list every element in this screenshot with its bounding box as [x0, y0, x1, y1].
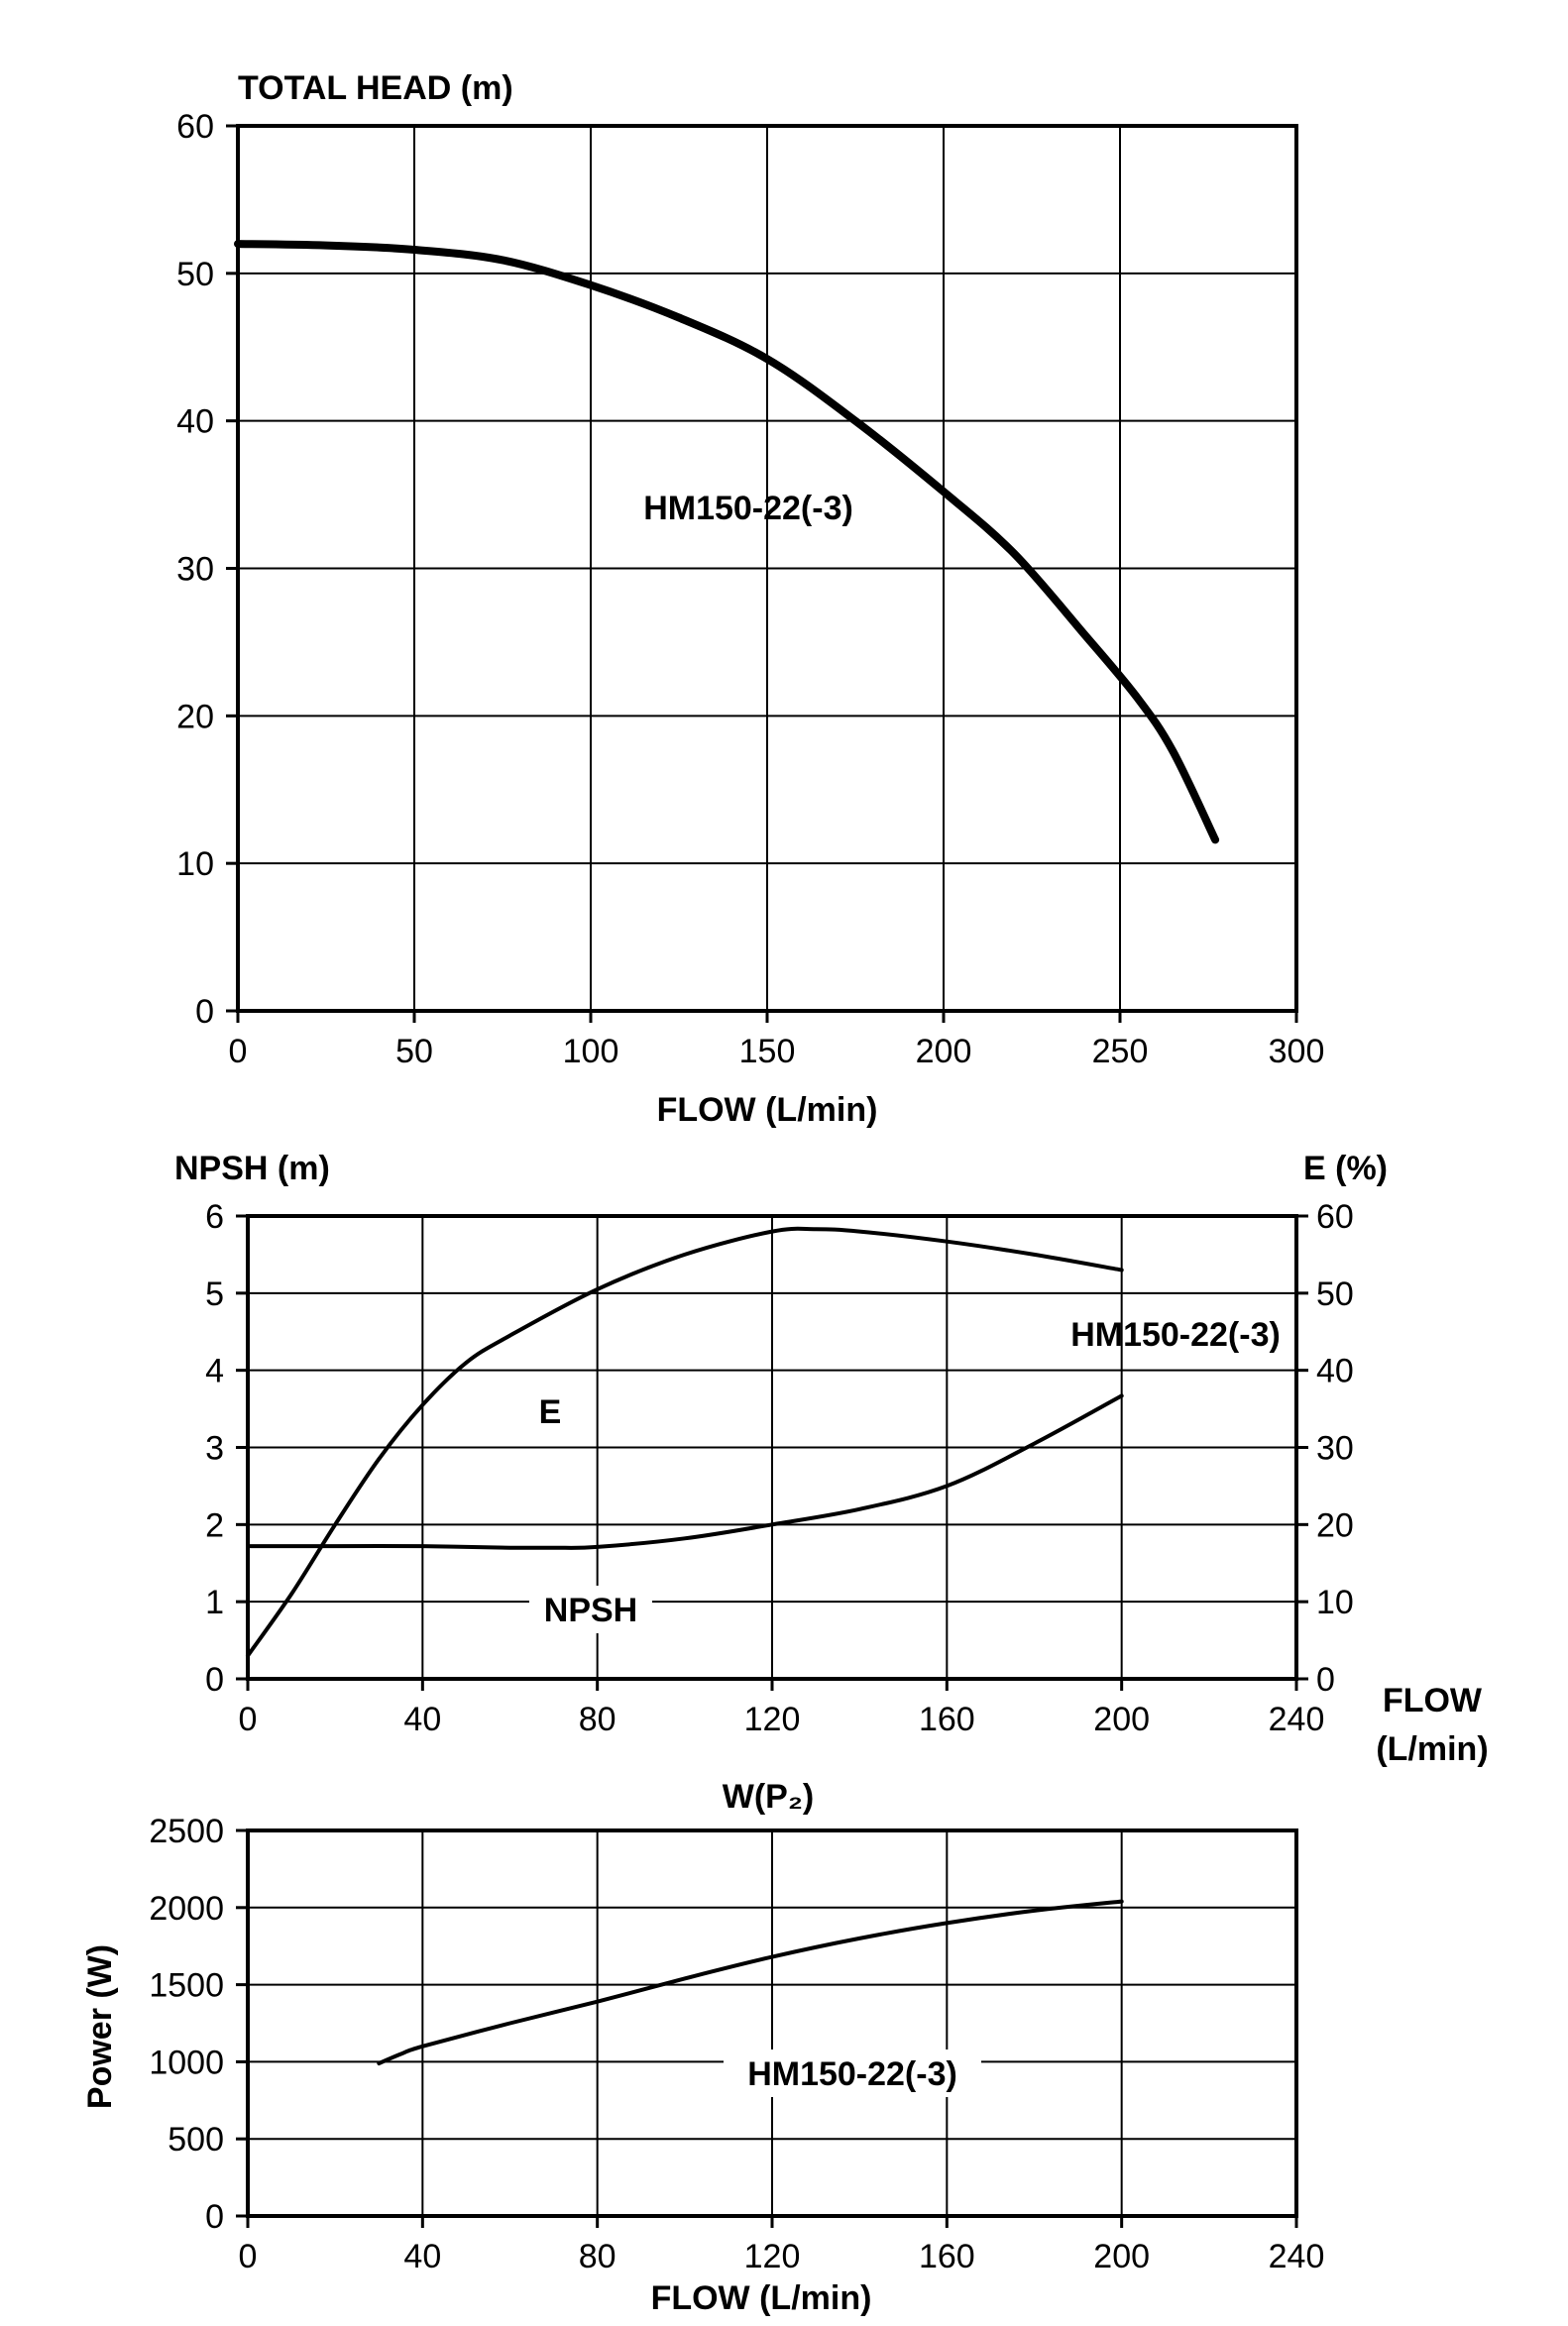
y2-tick-label: 30 [1316, 1430, 1354, 1468]
y-tick-label: 1000 [149, 2044, 224, 2081]
y2-tick-label: 0 [1316, 1661, 1335, 1699]
power-chart: 0 40 80 120 160 200 240 0 500 1000 1500 2000 2500 W(… [81, 1778, 1324, 2317]
head-gridlines [238, 126, 1296, 1011]
npsh-curve-label: NPSH [544, 1592, 637, 1629]
y-tick-label: 0 [205, 1661, 224, 1699]
head-chart: 0 50 100 150 200 250 300 0 10 20 30 40 50 60 TOTAL HE… [176, 69, 1324, 1129]
y-tick-label: 40 [176, 403, 214, 441]
power-y-axis-label: Power (W) [81, 1944, 119, 2109]
y-tick-label: 50 [176, 256, 214, 293]
power-label-mask [724, 2049, 981, 2097]
npsh-label-mask [529, 1586, 652, 1633]
head-x-axis-label: FLOW (L/min) [657, 1091, 878, 1129]
x-tick-label: 200 [916, 1033, 972, 1070]
npsh-curve [246, 1393, 1124, 1550]
x-tick-label: 0 [239, 2238, 258, 2275]
efficiency-curve-label: E [539, 1393, 562, 1431]
x-tick-label: 200 [1093, 1701, 1150, 1738]
x-tick-label: 120 [744, 1701, 801, 1738]
y2-tick-label: 20 [1316, 1506, 1354, 1544]
x-tick-label: 240 [1269, 1701, 1325, 1738]
x-tick-label: 0 [229, 1033, 248, 1070]
power-x-axis-label: FLOW (L/min) [651, 2279, 872, 2317]
y-tick-label: 3 [205, 1430, 224, 1468]
x-tick-label: 100 [563, 1033, 619, 1070]
y-tick-label: 0 [195, 993, 214, 1031]
npsh-x-axis-label: FLOW [1383, 1682, 1483, 1719]
power-chart-title: W(P₂) [723, 1778, 815, 1816]
x-tick-label: 300 [1269, 1033, 1325, 1070]
y2-tick-label: 40 [1316, 1353, 1354, 1390]
x-tick-label: 50 [395, 1033, 433, 1070]
y-tick-label: 6 [205, 1198, 224, 1236]
y-tick-label: 10 [176, 845, 214, 883]
y2-tick-label: 60 [1316, 1198, 1354, 1236]
x-tick-label: 80 [579, 2238, 616, 2275]
efficiency-y-axis-label: E (%) [1303, 1150, 1388, 1187]
y-tick-label: 20 [176, 698, 214, 735]
y-tick-label: 60 [176, 108, 214, 146]
x-tick-label: 160 [919, 1701, 975, 1738]
x-tick-label: 120 [744, 2238, 801, 2275]
power-curve-label: HM150-22(-3) [747, 2055, 957, 2093]
power-curve [377, 1899, 1124, 2065]
y-tick-label: 1500 [149, 1967, 224, 2005]
y-tick-label: 30 [176, 551, 214, 589]
y-tick-label: 0 [205, 2198, 224, 2236]
y2-tick-label: 50 [1316, 1275, 1354, 1313]
x-tick-label: 40 [403, 1701, 441, 1738]
x-tick-label: 150 [739, 1033, 796, 1070]
x-tick-label: 240 [1269, 2238, 1325, 2275]
y2-tick-label: 10 [1316, 1584, 1354, 1621]
head-curve [234, 240, 1220, 844]
x-tick-label: 40 [403, 2238, 441, 2275]
e-label-mask [530, 1385, 570, 1433]
y-tick-label: 5 [205, 1275, 224, 1313]
y-tick-label: 1 [205, 1584, 224, 1621]
y-tick-label: 500 [168, 2121, 224, 2159]
head-ticks: 0 50 100 150 200 250 300 0 10 20 30 40 50 60 [176, 108, 1324, 1070]
npsh-gridlines [248, 1216, 1296, 1679]
x-tick-label: 160 [919, 2238, 975, 2275]
npsh-y-axis-label: NPSH (m) [174, 1150, 330, 1187]
head-curve-label: HM150-22(-3) [643, 490, 853, 527]
npsh-x-axis-unit: (L/min) [1376, 1730, 1488, 1768]
efficiency-curve [246, 1226, 1124, 1658]
npsh-model-label: HM150-22(-3) [1070, 1316, 1281, 1354]
power-ticks: 0 40 80 120 160 200 240 0 500 1000 1500 2000 2500 [149, 1813, 1324, 2275]
y-tick-label: 2500 [149, 1813, 224, 1850]
x-tick-label: 250 [1092, 1033, 1149, 1070]
x-tick-label: 80 [579, 1701, 616, 1738]
power-gridlines [248, 1830, 1296, 2216]
x-tick-label: 0 [239, 1701, 258, 1738]
y-tick-label: 2 [205, 1506, 224, 1544]
head-y-axis-label: TOTAL HEAD (m) [238, 69, 513, 107]
y-tick-label: 2000 [149, 1890, 224, 1928]
y-tick-label: 4 [205, 1353, 224, 1390]
x-tick-label: 200 [1093, 2238, 1150, 2275]
